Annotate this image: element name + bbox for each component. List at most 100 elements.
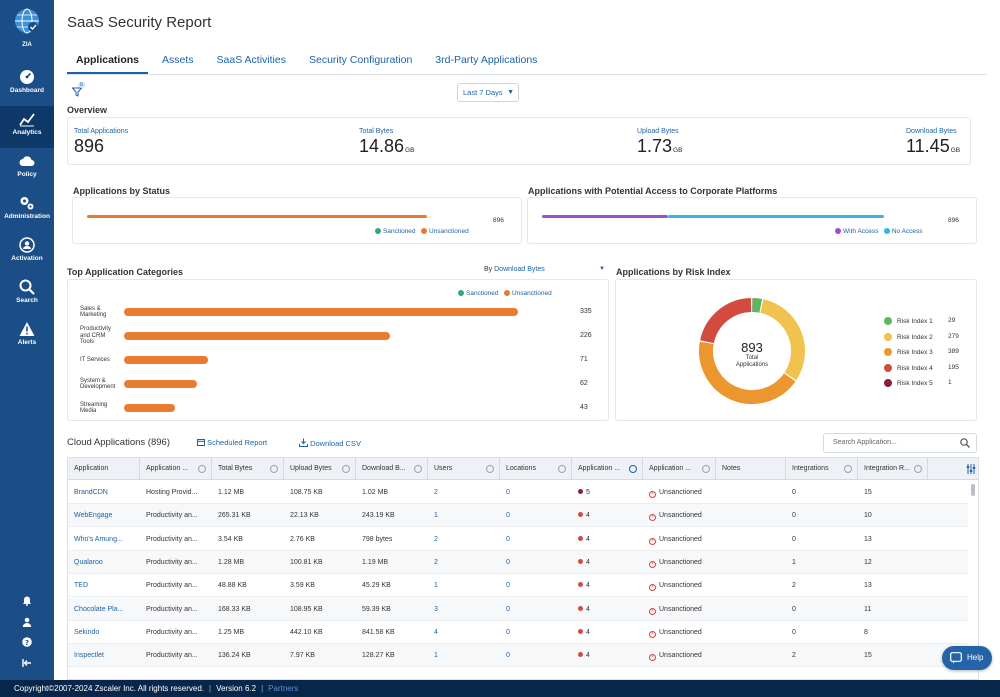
column-settings-button[interactable] bbox=[928, 458, 978, 480]
status-bar[interactable] bbox=[87, 215, 427, 218]
date-range-select[interactable]: Last 7 Days ▼ bbox=[457, 83, 519, 102]
table-row[interactable]: BrandCDN Hosting Provid... 1.12 MB 108.75 K… bbox=[68, 481, 968, 504]
access-bar[interactable] bbox=[542, 215, 884, 218]
table-row[interactable]: Inspectlet Productivity an... 136.24 KB 7.9… bbox=[68, 644, 968, 668]
scheduled-report-button[interactable]: Scheduled Report bbox=[197, 438, 267, 447]
donut-slice-risk-index-3[interactable] bbox=[699, 341, 796, 404]
column-header[interactable]: Total Bytes bbox=[212, 458, 284, 480]
tab-saas-activities[interactable]: SaaS Activities bbox=[216, 54, 286, 66]
cell-users[interactable]: 2 bbox=[434, 558, 438, 566]
cell-locations[interactable]: 0 bbox=[506, 582, 510, 590]
filter-button[interactable]: 0 bbox=[71, 82, 85, 102]
user-profile-button[interactable] bbox=[0, 614, 54, 632]
column-menu-icon[interactable] bbox=[414, 465, 422, 473]
column-header[interactable]: Notes bbox=[716, 458, 786, 480]
legend-with-access[interactable]: With Access bbox=[843, 228, 879, 235]
legend-sanctioned[interactable]: Sanctioned bbox=[383, 228, 416, 235]
tab-security-configuration[interactable]: Security Configuration bbox=[308, 54, 413, 66]
column-menu-icon[interactable] bbox=[629, 465, 637, 473]
column-menu-icon[interactable] bbox=[486, 465, 494, 473]
nav-dashboard[interactable]: Dashboard bbox=[0, 64, 54, 106]
table-row[interactable]: Qualaroo Productivity an... 1.28 MB 100.81 … bbox=[68, 550, 968, 574]
bar-segment-no-access[interactable] bbox=[667, 215, 884, 218]
nav-analytics[interactable]: Analytics bbox=[0, 106, 54, 148]
nav-activation[interactable]: Activation bbox=[0, 232, 54, 274]
column-menu-icon[interactable] bbox=[844, 465, 852, 473]
download-csv-button[interactable]: Download CSV bbox=[299, 438, 361, 448]
legend-unsanctioned[interactable]: Unsanctioned bbox=[511, 290, 552, 297]
table-row[interactable]: Who's Amung... Productivity an... 3.54 KB 2… bbox=[68, 528, 968, 551]
cell-locations[interactable]: 0 bbox=[506, 605, 510, 613]
column-menu-icon[interactable] bbox=[342, 465, 350, 473]
column-header[interactable]: Application ... bbox=[140, 458, 212, 480]
column-menu-icon[interactable] bbox=[914, 465, 922, 473]
column-header[interactable]: Integrations bbox=[786, 458, 858, 480]
categories-sort-select[interactable]: By Download Bytes ▼ bbox=[484, 266, 605, 273]
table-row[interactable]: Sekindo Productivity an... 1.25 MB 442.10 K… bbox=[68, 621, 968, 644]
cell-app[interactable]: WebEngage bbox=[74, 512, 113, 520]
column-header[interactable]: Users bbox=[428, 458, 500, 480]
scroll-thumb[interactable] bbox=[971, 484, 975, 496]
risk-legend-item[interactable]: Risk Index 4 195 bbox=[884, 363, 959, 372]
cell-locations[interactable]: 0 bbox=[506, 489, 510, 496]
cell-app[interactable]: TED bbox=[74, 582, 88, 590]
cell-app[interactable]: Inspectlet bbox=[74, 652, 104, 660]
category-bar[interactable] bbox=[124, 380, 197, 388]
tab-applications[interactable]: Applications bbox=[67, 48, 149, 74]
cell-users[interactable]: 1 bbox=[434, 512, 438, 520]
column-header[interactable]: Integration R... bbox=[858, 458, 928, 480]
risk-legend-item[interactable]: Risk Index 1 29 bbox=[884, 317, 955, 325]
donut-slice-risk-index-2[interactable] bbox=[760, 299, 805, 381]
cell-users[interactable]: 4 bbox=[434, 628, 438, 636]
table-row[interactable]: WebEngage Productivity an... 265.31 KB 22.1… bbox=[68, 504, 968, 528]
risk-legend-item[interactable]: Risk Index 5 1 bbox=[884, 379, 952, 387]
column-header[interactable]: Upload Bytes bbox=[284, 458, 356, 480]
column-menu-icon[interactable] bbox=[702, 465, 710, 473]
column-header[interactable]: Application ... bbox=[572, 458, 643, 480]
column-header[interactable]: Locations bbox=[500, 458, 572, 480]
category-bar[interactable] bbox=[124, 404, 175, 412]
nav-alerts[interactable]: Alerts bbox=[0, 316, 54, 358]
cell-locations[interactable]: 0 bbox=[506, 512, 510, 520]
legend-no-access[interactable]: No Access bbox=[891, 228, 923, 235]
nav-policy[interactable]: Policy bbox=[0, 148, 54, 190]
cell-locations[interactable]: 0 bbox=[506, 558, 510, 566]
search-application-input[interactable]: Search Application... bbox=[823, 433, 977, 453]
notifications-button[interactable] bbox=[0, 593, 54, 611]
category-bar[interactable] bbox=[124, 356, 208, 364]
column-header[interactable]: Application bbox=[68, 458, 140, 480]
cell-users[interactable]: 2 bbox=[434, 489, 438, 496]
column-header[interactable]: Application ... bbox=[643, 458, 716, 480]
category-bar[interactable] bbox=[124, 308, 519, 316]
donut-slice-risk-index-4[interactable] bbox=[700, 298, 752, 344]
table-scrollbar[interactable] bbox=[970, 481, 976, 679]
column-menu-icon[interactable] bbox=[270, 465, 278, 473]
cell-users[interactable]: 1 bbox=[434, 652, 438, 660]
column-menu-icon[interactable] bbox=[198, 465, 206, 473]
logout-button[interactable] bbox=[0, 655, 54, 673]
help-center-button[interactable]: ? bbox=[0, 634, 54, 652]
nav-search[interactable]: Search bbox=[0, 274, 54, 316]
table-row[interactable]: TED Productivity an... 48.88 KB 3.59 KB 45.2… bbox=[68, 574, 968, 598]
bar-segment-unsanctioned[interactable] bbox=[87, 215, 427, 218]
category-bar[interactable] bbox=[124, 332, 391, 340]
bar-segment-with-access[interactable] bbox=[542, 215, 668, 218]
risk-legend-item[interactable]: Risk Index 2 279 bbox=[884, 332, 959, 341]
zia-logo[interactable]: ZIA bbox=[0, 8, 54, 48]
legend-sanctioned[interactable]: Sanctioned bbox=[466, 290, 499, 297]
cell-app[interactable]: BrandCDN bbox=[74, 489, 108, 496]
partners-link[interactable]: Partners bbox=[268, 684, 299, 693]
cell-app[interactable]: Sekindo bbox=[74, 628, 100, 636]
nav-administration[interactable]: Administration bbox=[0, 190, 54, 232]
column-header[interactable]: Download B... bbox=[356, 458, 428, 480]
risk-legend-item[interactable]: Risk Index 3 389 bbox=[884, 348, 959, 356]
table-row[interactable]: Chocolate Pla... Productivity an... 168.33… bbox=[68, 597, 968, 621]
cell-locations[interactable]: 0 bbox=[506, 628, 510, 636]
help-button[interactable]: Help bbox=[942, 646, 992, 670]
tab-assets[interactable]: Assets bbox=[162, 54, 194, 66]
cell-users[interactable]: 2 bbox=[434, 535, 438, 543]
cell-locations[interactable]: 0 bbox=[506, 535, 510, 543]
cell-locations[interactable]: 0 bbox=[506, 652, 510, 660]
donut-slice-risk-index-1[interactable] bbox=[752, 298, 763, 313]
legend-unsanctioned[interactable]: Unsanctioned bbox=[428, 228, 469, 235]
